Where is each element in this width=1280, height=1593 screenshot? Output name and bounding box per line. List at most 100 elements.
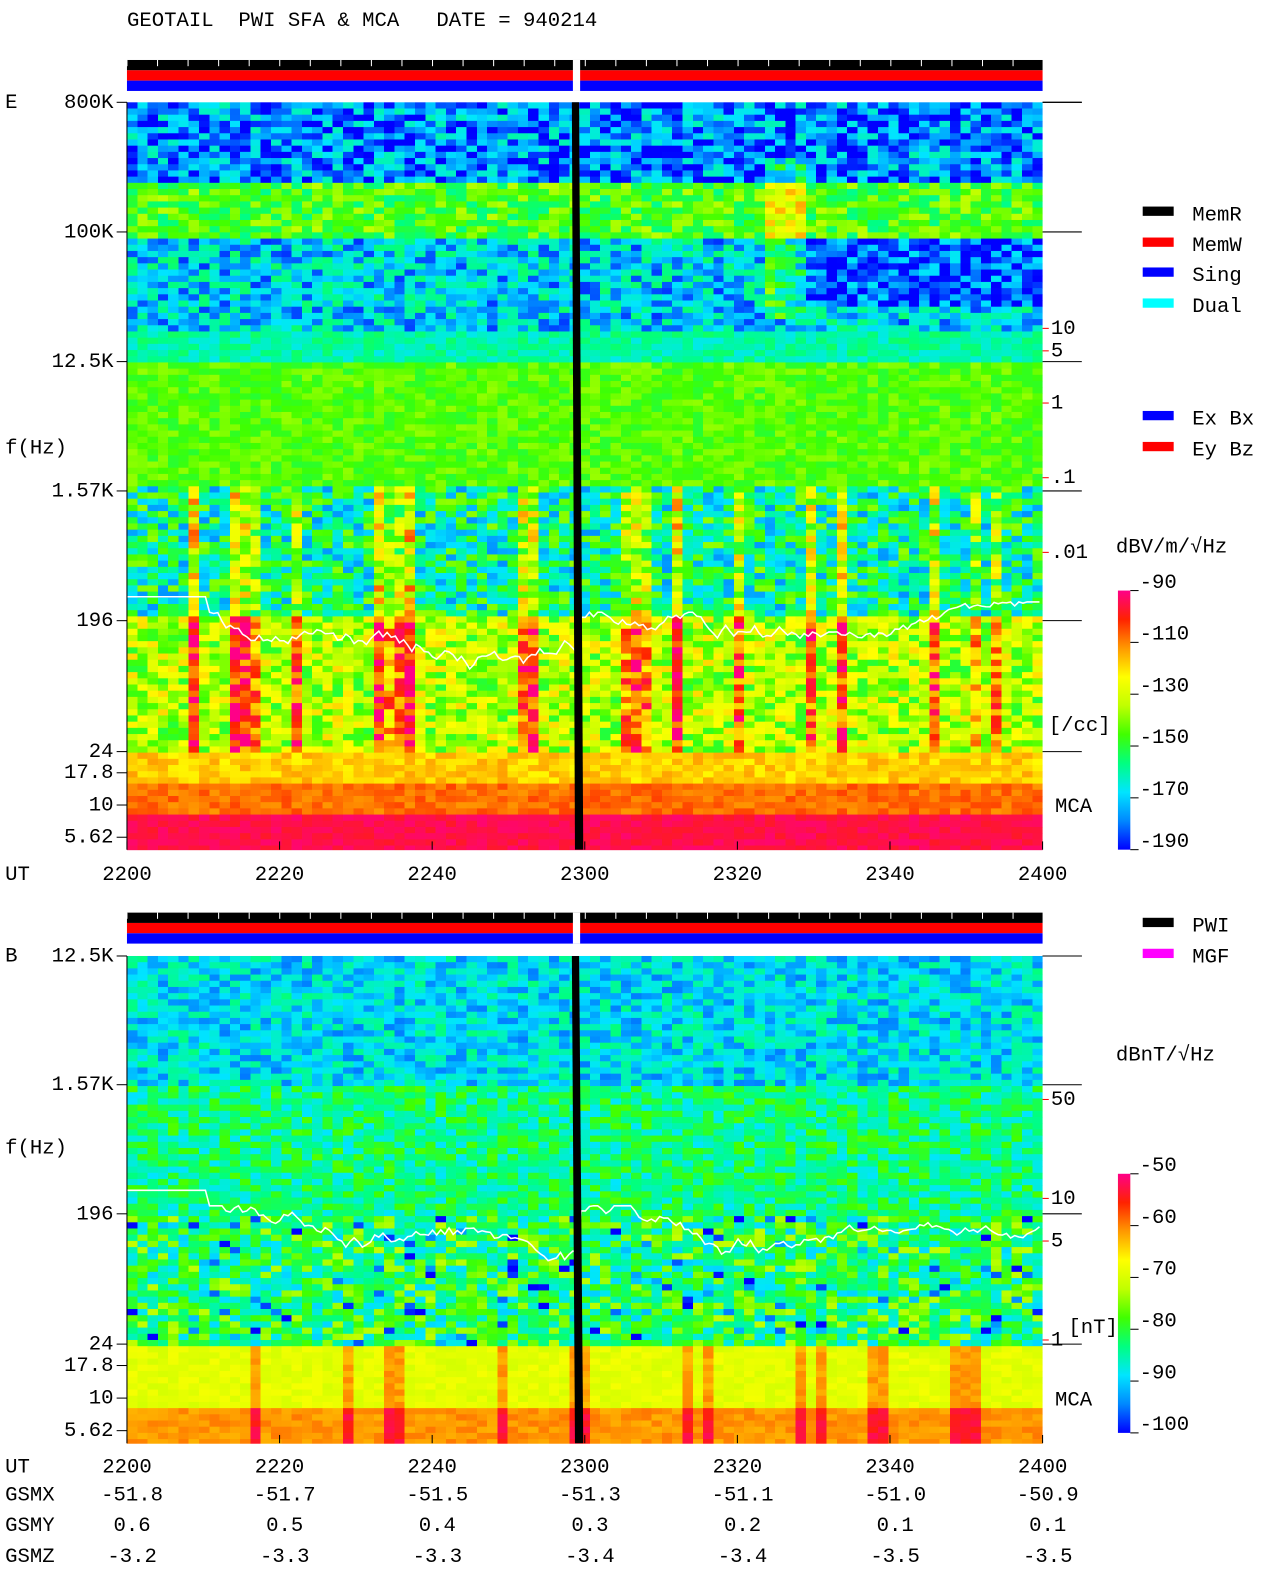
spectrogram-row — [126, 523, 1043, 531]
colorbar-label: dBV/m/√Hz — [1116, 536, 1227, 560]
spectrogram-row — [126, 1383, 1043, 1391]
spectrogram-row — [126, 721, 1043, 729]
spectrogram-row — [126, 1042, 1043, 1050]
spectrogram-row — [126, 628, 1043, 636]
spectrogram-row — [126, 511, 1043, 518]
spectrogram-row — [126, 986, 1043, 994]
spectrogram-row — [126, 399, 1043, 407]
spectrogram-row — [126, 993, 1043, 1000]
x-tick-label: 2240 — [407, 864, 457, 887]
spectrogram-row — [126, 480, 1043, 487]
spectrogram-row — [126, 281, 1043, 289]
orbit-row-label: GSMY — [5, 1515, 55, 1538]
y2-tick-label: .01 — [1051, 542, 1088, 565]
y-tick-label: 1.57K — [52, 480, 115, 503]
spectrogram-row — [126, 455, 1043, 463]
y2-tick-label: 5 — [1051, 1230, 1063, 1253]
y-tick-label: 196 — [76, 1203, 113, 1226]
legend-label: MemR — [1192, 204, 1242, 227]
spectrogram-row — [126, 1377, 1043, 1384]
spectrogram-row — [126, 238, 1043, 246]
legend-label: Ex Bx — [1192, 409, 1254, 432]
colorbar — [1117, 1173, 1131, 1433]
y2-tick-label: 50 — [1051, 1089, 1076, 1112]
spectrogram-row — [126, 418, 1043, 425]
spectrogram-row — [126, 244, 1043, 252]
spectrogram-row — [126, 504, 1043, 512]
legend-swatch — [1142, 441, 1174, 452]
colorbar-tick-label: -190 — [1140, 831, 1190, 854]
y-tick-label: 12.5K — [52, 945, 115, 968]
orbit-value: -3.2 — [107, 1546, 157, 1569]
mca-tick-label: 10 — [89, 1388, 114, 1411]
x-tick-label: 2300 — [560, 864, 610, 887]
spectrogram-row — [126, 1216, 1043, 1223]
y-axis-label: f(Hz) — [5, 438, 67, 461]
spectrogram-row — [126, 659, 1043, 667]
orbit-value: -51.8 — [101, 1484, 163, 1507]
spectrogram-row — [126, 1185, 1043, 1192]
spectrogram-row — [126, 368, 1043, 376]
spectrogram-row — [126, 442, 1043, 450]
spectrogram-row — [126, 486, 1043, 494]
spectrogram-row — [126, 1234, 1043, 1242]
x-tick-label: 2300 — [560, 1456, 610, 1479]
spectrogram-row — [126, 1259, 1043, 1267]
spectrogram-row — [126, 1352, 1043, 1360]
colorbar-tick-label: -60 — [1140, 1207, 1177, 1230]
spectrogram-row — [126, 381, 1043, 388]
spectrogram-row — [126, 492, 1043, 500]
spectrogram-row — [126, 1358, 1043, 1366]
y2-tick-label: 1 — [1051, 1329, 1063, 1352]
spectrogram-row — [126, 752, 1043, 760]
spectrogram-row — [126, 1253, 1043, 1260]
spectrogram-row — [126, 201, 1043, 209]
spectrogram-row — [126, 999, 1043, 1007]
y-tick-label: 24 — [89, 741, 114, 764]
orbit-row-label: GSMX — [5, 1484, 55, 1507]
spectrogram-row — [126, 1426, 1043, 1434]
spectrogram-row — [126, 1147, 1043, 1155]
y2-axis-label: [/cc] — [1049, 715, 1111, 738]
spectrogram-row — [126, 449, 1043, 456]
spectrogram-row — [126, 573, 1043, 580]
spectrogram-row — [126, 980, 1043, 988]
spectrogram-row — [126, 1129, 1043, 1137]
data-gap-bar — [571, 955, 584, 1444]
colorbar-label: dBnT/√Hz — [1116, 1044, 1215, 1068]
spectrogram-row — [126, 802, 1043, 809]
y2-tick-label: 5 — [1051, 340, 1063, 363]
spectrogram-row — [126, 758, 1043, 766]
legend-label: MGF — [1192, 946, 1229, 969]
spectrogram-row — [126, 405, 1043, 413]
spectrogram-row — [126, 591, 1043, 599]
spectrogram-row — [126, 1036, 1043, 1044]
spectrogram-row — [126, 102, 1043, 110]
spectrogram-row — [126, 1290, 1043, 1298]
spectrogram-row — [126, 974, 1043, 982]
spectrogram-row — [126, 1030, 1043, 1038]
spectrogram-row — [126, 331, 1043, 339]
orbit-value: 0.5 — [266, 1515, 303, 1538]
spectrogram-row — [126, 139, 1043, 147]
status-gap — [572, 59, 581, 91]
orbit-value: 0.1 — [1029, 1515, 1066, 1538]
spectrogram-row — [126, 826, 1043, 834]
spectrogram-row — [126, 653, 1043, 661]
spectrogram-row — [126, 1011, 1043, 1019]
spectrogram-row — [126, 1408, 1043, 1415]
spectrogram-row — [126, 133, 1043, 140]
spectrogram-row — [126, 1271, 1043, 1279]
spectrogram-row — [126, 740, 1043, 747]
y2-tick-label: 10 — [1051, 1188, 1076, 1211]
spectrogram-row — [126, 1315, 1043, 1322]
spectrogram-row — [126, 356, 1043, 363]
plasma-line-trace — [126, 595, 1040, 671]
spectrogram-row — [126, 1346, 1043, 1353]
spectrogram-row — [126, 1160, 1043, 1168]
spectrogram-row — [126, 1247, 1043, 1254]
mca-tick-label: 10 — [89, 794, 114, 817]
y2-tick-label: .1 — [1051, 467, 1076, 490]
colorbar — [1117, 590, 1131, 850]
spectrogram-row — [126, 1197, 1043, 1205]
